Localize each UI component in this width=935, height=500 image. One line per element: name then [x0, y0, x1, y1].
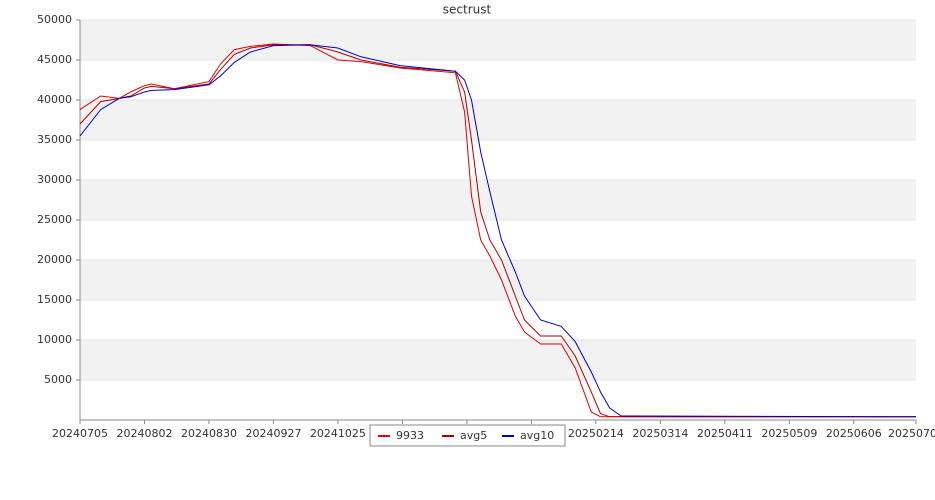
x-tick-label: 20240927	[245, 427, 301, 440]
grid-band	[80, 180, 916, 220]
y-tick-label: 15000	[37, 293, 72, 306]
y-tick-label: 10000	[37, 333, 72, 346]
grid-band	[80, 340, 916, 380]
y-tick-label: 45000	[37, 53, 72, 66]
legend-label: avg5	[460, 429, 487, 442]
x-tick-label: 20250214	[568, 427, 624, 440]
grid-band	[80, 260, 916, 300]
x-tick-label: 20240830	[181, 427, 237, 440]
x-tick-label: 20250703	[888, 427, 935, 440]
legend-label: 9933	[396, 429, 424, 442]
x-tick-label: 20240802	[116, 427, 172, 440]
series-line	[79, 43, 916, 418]
legend: 9933 avg5 avg10	[369, 424, 566, 447]
y-tick-label: 5000	[44, 373, 72, 386]
y-tick-label: 40000	[37, 93, 72, 106]
legend-label: avg10	[520, 429, 554, 442]
grid-band	[80, 20, 916, 60]
x-tick-label: 20250314	[632, 427, 688, 440]
x-tick-label: 20250509	[761, 427, 817, 440]
x-tick-label: 20250411	[697, 427, 753, 440]
y-tick-label: 50000	[37, 13, 72, 26]
y-tick-label: 35000	[37, 133, 72, 146]
y-tick-label: 30000	[37, 173, 72, 186]
legend-box	[369, 424, 566, 447]
y-tick-label: 25000	[37, 213, 72, 226]
y-tick-label: 20000	[37, 253, 72, 266]
series-line	[79, 44, 916, 418]
grid-band	[80, 100, 916, 140]
x-tick-label: 20250606	[826, 427, 882, 440]
x-tick-label: 20240705	[52, 427, 108, 440]
series-line	[79, 44, 917, 418]
x-tick-label: 20241025	[310, 427, 366, 440]
chart-title: sectrust	[443, 3, 492, 17]
